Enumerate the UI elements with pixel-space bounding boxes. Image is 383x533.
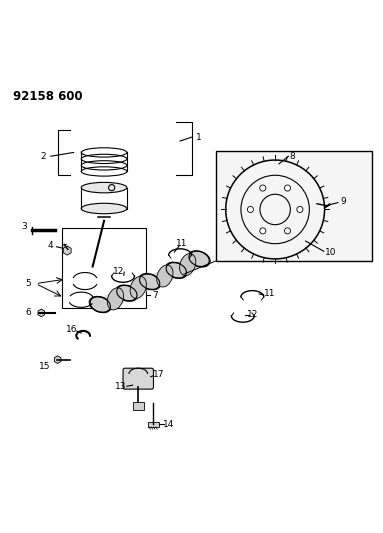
Text: 9: 9 — [341, 197, 347, 206]
Ellipse shape — [81, 182, 127, 193]
Circle shape — [285, 228, 291, 234]
FancyBboxPatch shape — [123, 368, 154, 389]
Ellipse shape — [89, 296, 111, 313]
Text: 5: 5 — [25, 279, 31, 288]
Ellipse shape — [130, 277, 146, 298]
Text: 10: 10 — [324, 248, 336, 257]
Text: 8: 8 — [290, 152, 295, 161]
Text: 12: 12 — [113, 266, 124, 276]
Circle shape — [260, 228, 266, 234]
Circle shape — [297, 206, 303, 213]
Text: 92158 600: 92158 600 — [13, 90, 82, 103]
Text: 1: 1 — [196, 133, 202, 142]
Text: 3: 3 — [21, 222, 27, 231]
Bar — [148, 422, 159, 427]
Ellipse shape — [116, 285, 138, 301]
Text: 2: 2 — [40, 152, 46, 161]
Ellipse shape — [139, 273, 161, 290]
Text: 6: 6 — [25, 309, 31, 317]
Circle shape — [285, 185, 291, 191]
Ellipse shape — [165, 262, 187, 278]
Ellipse shape — [81, 203, 127, 214]
Ellipse shape — [180, 254, 196, 276]
Text: 11: 11 — [264, 289, 275, 298]
Bar — [62, 229, 146, 308]
Circle shape — [260, 185, 266, 191]
Text: 15: 15 — [39, 361, 51, 370]
Text: 12: 12 — [247, 310, 258, 319]
Text: 4: 4 — [48, 241, 54, 250]
Text: 11: 11 — [176, 239, 188, 248]
Text: 14: 14 — [163, 420, 174, 429]
Text: 16: 16 — [66, 325, 77, 334]
Text: 17: 17 — [154, 370, 165, 379]
Text: 7: 7 — [152, 290, 158, 300]
Ellipse shape — [157, 265, 173, 287]
Circle shape — [247, 206, 254, 213]
Text: 13: 13 — [115, 382, 127, 391]
Ellipse shape — [107, 288, 124, 310]
Bar — [133, 402, 144, 410]
Bar — [216, 150, 372, 261]
Ellipse shape — [188, 251, 210, 267]
